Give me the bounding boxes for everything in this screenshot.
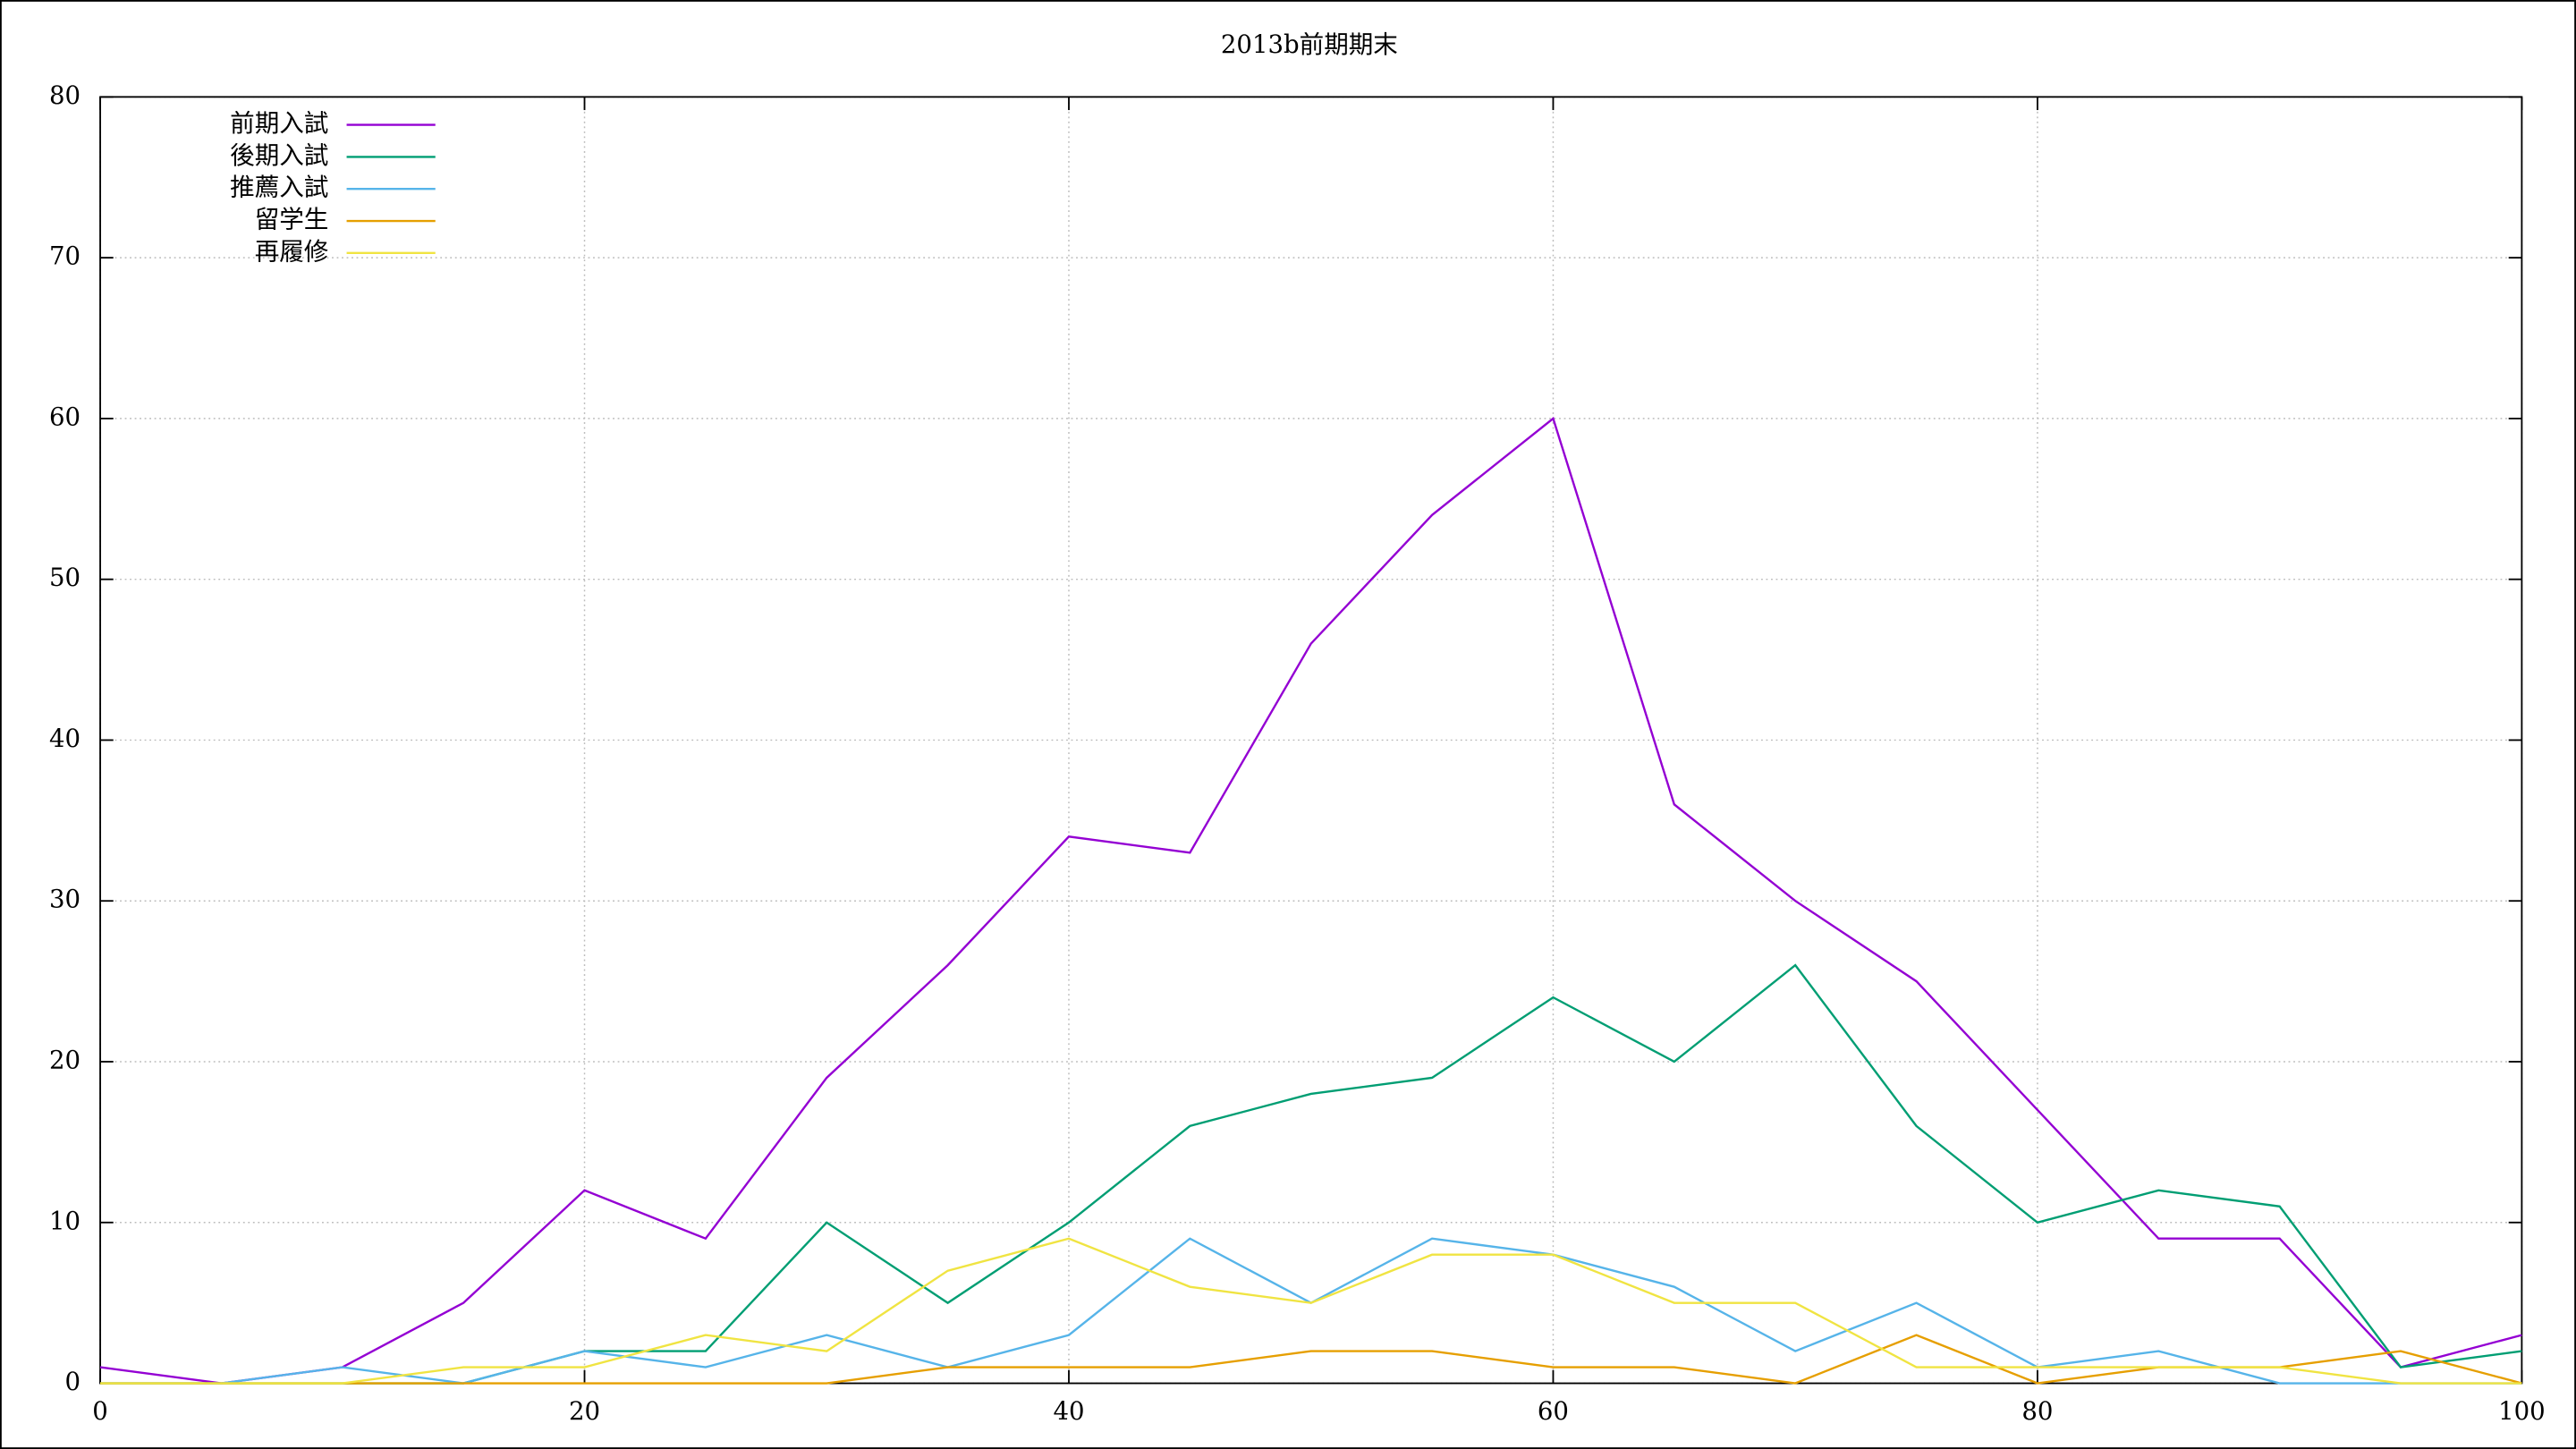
x-tick-label: 0 [92, 1397, 108, 1426]
x-tick-label: 20 [569, 1397, 600, 1426]
y-tick-label: 30 [49, 886, 80, 914]
legend-label: 前期入試 [230, 109, 328, 138]
x-tick-label: 60 [1538, 1397, 1569, 1426]
x-tick-label: 40 [1053, 1397, 1084, 1426]
y-tick-label: 0 [64, 1368, 80, 1396]
y-tick-label: 80 [49, 81, 80, 110]
series-line [100, 1334, 2522, 1385]
y-tick-label: 50 [49, 564, 80, 592]
chart-title: 2013b前期期末 [1221, 30, 1398, 59]
legend-label: 留学生 [255, 206, 329, 234]
series-line [100, 1237, 2522, 1385]
x-tick-label: 80 [2021, 1397, 2053, 1426]
y-tick-label: 70 [49, 242, 80, 271]
y-tick-label: 40 [49, 724, 80, 753]
x-tick-label: 100 [2498, 1397, 2546, 1426]
y-tick-label: 60 [49, 402, 80, 431]
legend-label: 後期入試 [230, 141, 328, 170]
plot-border [99, 96, 2523, 1385]
y-tick-label: 20 [49, 1046, 80, 1074]
series-line [99, 416, 2522, 1385]
legend-label: 再履修 [255, 237, 329, 266]
y-tick-label: 10 [49, 1207, 80, 1235]
legend-label: 推薦入試 [230, 174, 328, 202]
